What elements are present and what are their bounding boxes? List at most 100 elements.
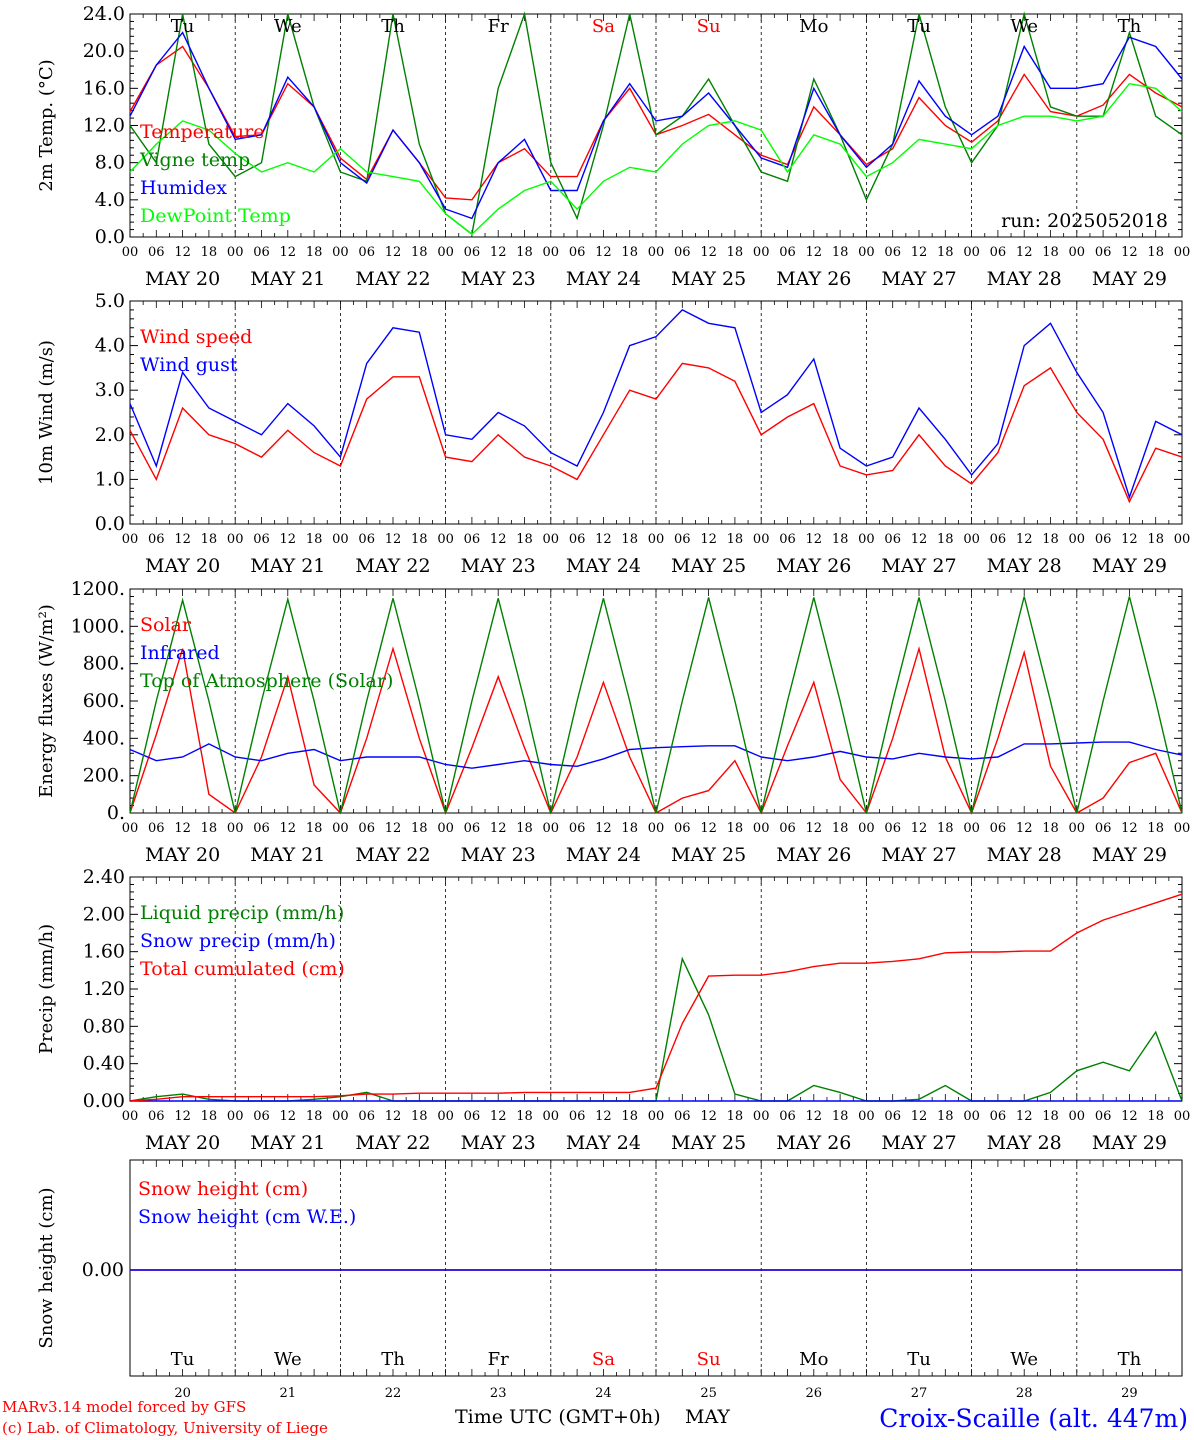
x-day-number: 22 [385,1386,402,1401]
x-hour-label: 18 [1147,245,1164,260]
x-hour-label: 00 [543,245,560,260]
x-date-label: MAY 27 [881,844,956,866]
x-hour-label: 00 [437,1109,454,1124]
x-hour-label: 06 [779,532,796,547]
legend-entry: DewPoint Temp [140,205,291,227]
x-date-label: MAY 29 [1092,1132,1167,1154]
x-hour-label: 00 [437,245,454,260]
x-day-number: 20 [174,1386,191,1401]
panel-4: 0.00 0.40 0.80 1.20 1.60 2.00 2.40 Precip (mm/h… [36,866,1190,1154]
x-hour-label: 00 [1069,1109,1086,1124]
x-date-label: MAY 29 [1092,268,1167,290]
x-day-number: 26 [806,1386,823,1401]
x-hour-label: 18 [1042,1109,1059,1124]
x-hour-label: 06 [569,1109,586,1124]
x-hour-label: 06 [990,532,1007,547]
x-hour-label: 06 [779,821,796,836]
x-hour-label: 00 [543,1109,560,1124]
y-tick-label: 0.0 [95,513,125,535]
x-hour-label: 18 [1042,245,1059,260]
series-line [129,596,1183,814]
series-line [129,31,1183,220]
x-hour-label: 18 [411,532,428,547]
x-date-label: MAY 21 [250,1132,325,1154]
x-date-label: MAY 28 [987,555,1062,577]
x-hour-label: 18 [201,821,218,836]
chart-panels: 0.0 4.0 8.0 12.0 16.0 20.0 24.0 2m Temp. (°C) Te… [36,3,1190,1401]
panel-frame [129,588,1183,814]
y-tick-label: 200. [83,765,125,787]
x-axis-month: MAY [685,1406,730,1428]
x-hour-label: 18 [832,245,849,260]
y-tick-label: 4.0 [95,335,125,357]
x-hour-label: 06 [779,1109,796,1124]
x-hour-label: 00 [858,245,875,260]
x-date-label: MAY 26 [776,1132,851,1154]
y-tick-label: 1.60 [83,941,125,963]
y-tick-label: 0.40 [83,1053,125,1075]
day-of-week-label: We [274,16,302,37]
x-hour-label: 00 [858,532,875,547]
series-line [129,11,1183,236]
y-tick-label: 16.0 [83,77,125,99]
x-hour-label: 12 [1121,1109,1138,1124]
legend-entry: Temperature [140,121,264,143]
legend-entry: Snow height (cm) [138,1178,308,1200]
x-hour-label: 12 [490,821,507,836]
x-hour-label: 06 [253,245,270,260]
x-hour-label: 12 [595,1109,612,1124]
y-tick-label: 600. [83,690,125,712]
x-hour-label: 00 [1174,1109,1191,1124]
day-of-week-label: Th [1118,16,1142,37]
x-hour-label: 00 [648,821,665,836]
x-date-label: MAY 20 [145,555,220,577]
x-hour-label: 06 [1095,245,1112,260]
x-hour-label: 12 [806,532,823,547]
x-hour-label: 06 [253,1109,270,1124]
y-axis-label: Snow height (cm) [36,1187,57,1348]
x-date-label: MAY 26 [776,555,851,577]
x-hour-label: 12 [911,245,928,260]
x-hour-label: 12 [280,245,297,260]
x-hour-label: 00 [122,245,139,260]
legend-entry: Wind gust [140,354,238,376]
x-hour-label: 00 [648,532,665,547]
x-hour-label: 18 [516,1109,533,1124]
x-hour-label: 12 [1016,532,1033,547]
x-hour-label: 00 [963,821,980,836]
x-hour-label: 06 [464,532,481,547]
x-hour-label: 00 [437,821,454,836]
x-hour-label: 12 [174,821,191,836]
y-tick-label: 24.0 [83,3,125,25]
panel-1: 0.0 4.0 8.0 12.0 16.0 20.0 24.0 2m Temp. (°C) Te… [36,3,1190,290]
x-hour-label: 12 [385,245,402,260]
x-hour-label: 06 [253,821,270,836]
day-of-week-label: Tu [907,16,931,37]
x-hour-label: 18 [832,532,849,547]
day-of-week-label: Fr [488,16,509,37]
x-hour-label: 12 [280,1109,297,1124]
y-tick-label: 400. [83,727,125,749]
panel-2: 0.0 1.0 2.0 3.0 4.0 5.0 10m Wind (m/s) Wind spe… [36,290,1190,577]
x-date-label: MAY 21 [250,555,325,577]
x-hour-label: 06 [1095,1109,1112,1124]
x-hour-label: 06 [358,532,375,547]
y-tick-label: 1000. [71,615,125,637]
x-hour-label: 00 [332,245,349,260]
y-tick-label: 1200. [71,578,125,600]
day-of-week-label: Mo [799,1349,828,1370]
day-of-week-label: Th [1118,1349,1142,1370]
x-hour-label: 00 [753,1109,770,1124]
x-hour-label: 06 [358,245,375,260]
y-tick-label: 20.0 [83,40,125,62]
x-hour-label: 18 [411,821,428,836]
panel-5: 0.00 Snow height (cm) Snow height (cm) Snow… [36,1159,1183,1401]
x-date-label: MAY 21 [250,844,325,866]
y-tick-label: 2.0 [95,424,125,446]
day-of-week-label: Tu [171,16,195,37]
x-hour-label: 00 [753,532,770,547]
series-line [129,309,1183,500]
x-hour-label: 00 [227,821,244,836]
x-hour-label: 06 [464,821,481,836]
